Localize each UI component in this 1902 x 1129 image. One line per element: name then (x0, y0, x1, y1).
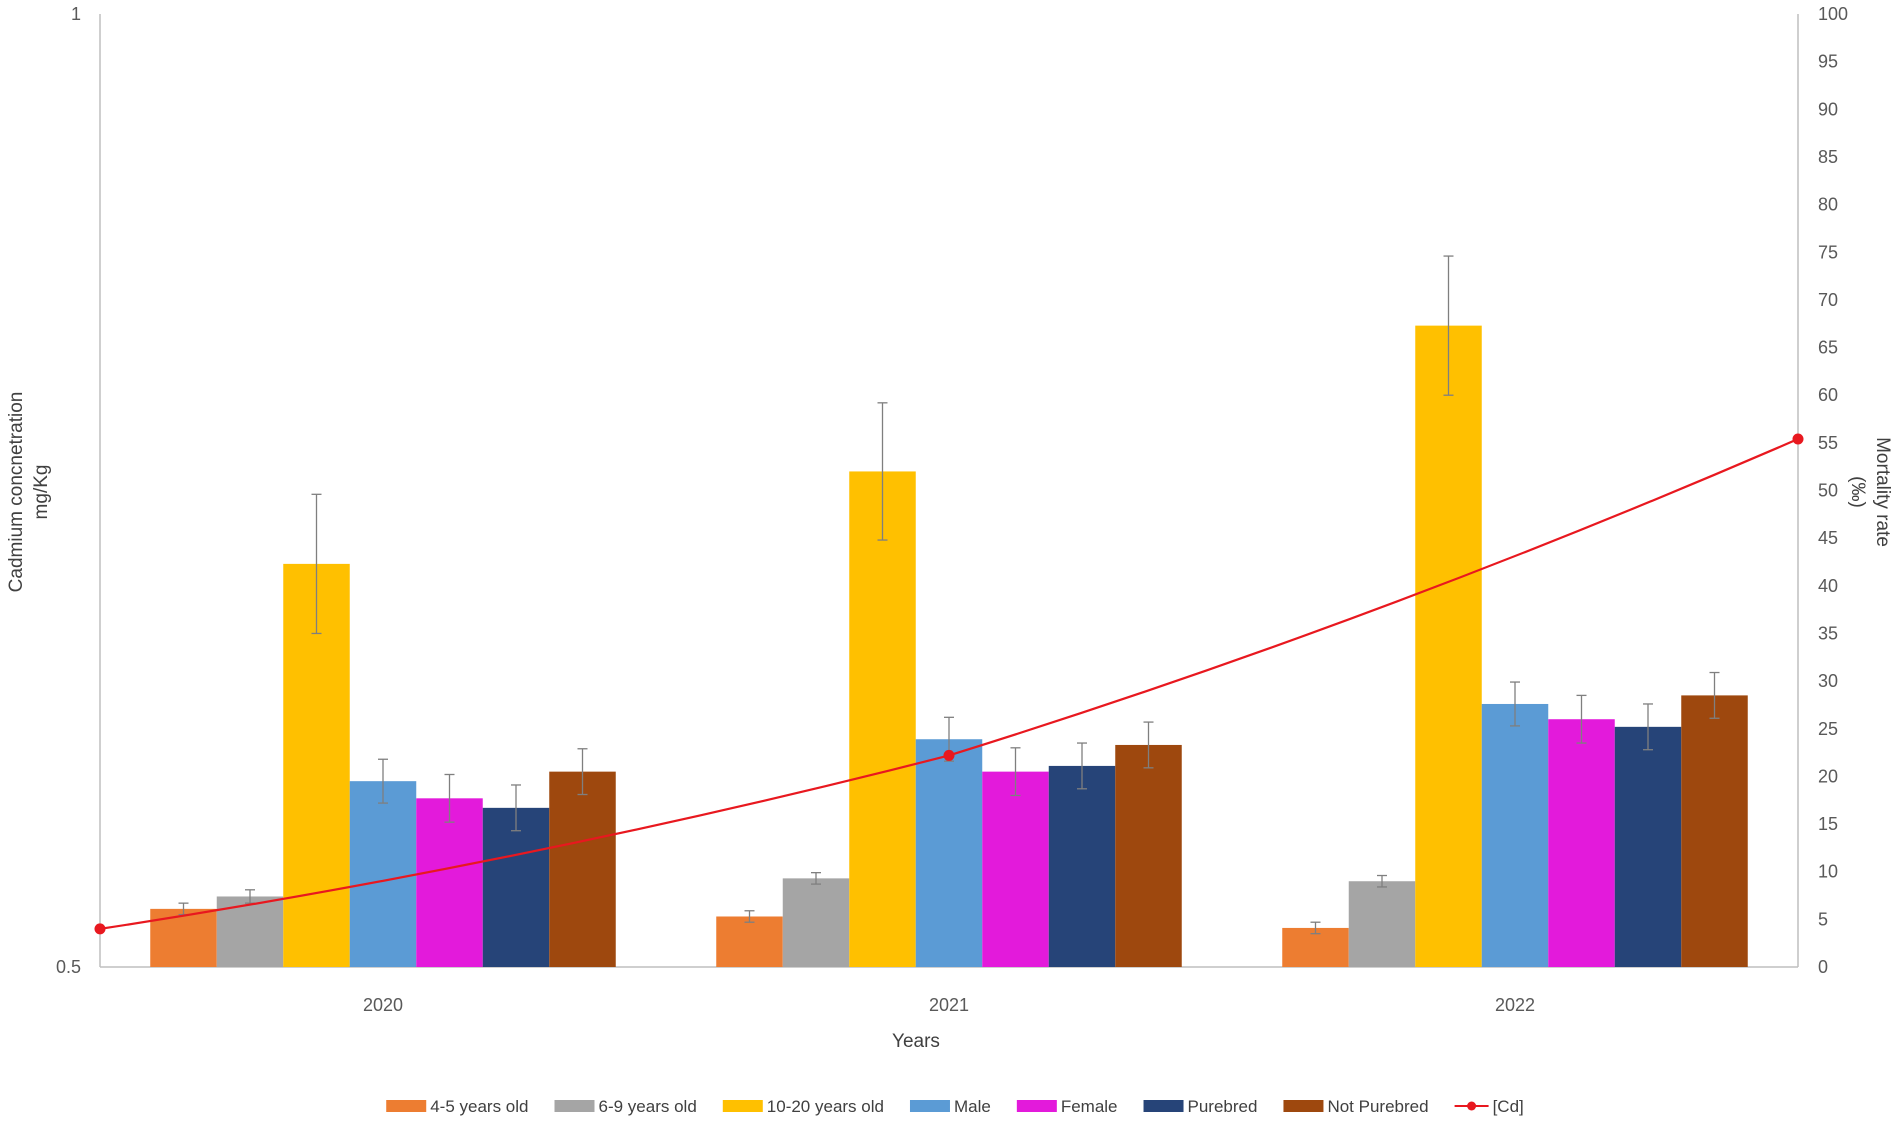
legend-item-cd: [Cd] (1454, 1097, 1524, 1116)
bar-10-20-years-old-2022 (1415, 325, 1482, 968)
right-axis-tick-label: 60 (1818, 385, 1838, 405)
left-axis-tick-label: 0.5 (56, 957, 81, 977)
legend-swatch-marker (1467, 1101, 1477, 1111)
right-axis-tick-label: 100 (1818, 4, 1848, 24)
legend-swatch (1283, 1100, 1324, 1112)
right-axis-tick-label: 90 (1818, 99, 1838, 119)
legend-item-6-9-years-old: 6-9 years old (554, 1097, 697, 1116)
legend-item-female: Female (1016, 1097, 1118, 1116)
right-axis-tick-label: 75 (1818, 242, 1838, 262)
right-axis-tick-label: 85 (1818, 147, 1838, 167)
right-axis-tick-label: 10 (1818, 862, 1838, 882)
right-axis-tick-label: 80 (1818, 195, 1838, 215)
right-axis-tick-label: 95 (1818, 52, 1838, 72)
cd-point (943, 749, 955, 761)
x-axis-tick-label: 2020 (363, 995, 403, 1015)
right-axis-tick-label: 35 (1818, 623, 1838, 643)
legend-label: Female (1061, 1097, 1118, 1116)
right-axis-tick-label: 50 (1818, 481, 1838, 501)
bar-purebred-2022 (1614, 726, 1682, 967)
legend-swatch (1016, 1100, 1057, 1112)
right-axis-tick-label: 40 (1818, 576, 1838, 596)
legend-label: 4-5 years old (430, 1097, 528, 1116)
legend-swatch (909, 1100, 950, 1112)
x-axis-title: Years (892, 1031, 940, 1052)
legend-label: Purebred (1188, 1097, 1258, 1116)
legend-swatch (386, 1100, 427, 1112)
right-axis-tick-label: 65 (1818, 338, 1838, 358)
bar-female-2020 (416, 798, 483, 967)
cd-line-group (94, 433, 1804, 935)
bar-not-purebred-2021 (1115, 744, 1182, 967)
legend-item-male: Male (909, 1097, 991, 1116)
legend-label: Male (954, 1097, 991, 1116)
legend-swatch (722, 1100, 763, 1112)
error-bars-group (178, 255, 1720, 935)
right-axis-title-line2: (‰) (1847, 476, 1868, 508)
legend-item-10-20-years-old: 10-20 years old (722, 1097, 884, 1116)
bar-female-2022 (1548, 719, 1615, 967)
right-axis-tick-label: 0 (1818, 957, 1828, 977)
right-axis-tick-label: 55 (1818, 433, 1838, 453)
legend-item-not-purebred: Not Purebred (1283, 1097, 1429, 1116)
bar-male-2022 (1481, 703, 1549, 967)
right-axis-tick-label: 20 (1818, 766, 1838, 786)
bar-female-2021 (982, 771, 1049, 967)
bar-male-2020 (349, 781, 417, 967)
legend-item-purebred: Purebred (1143, 1097, 1258, 1116)
left-axis-title-line1: Cadmium concnetration (6, 392, 27, 593)
legend: 4-5 years old 6-9 years old 10-20 years ol… (386, 1097, 1524, 1116)
right-axis-tick-label: 15 (1818, 814, 1838, 834)
bar-series-group (150, 325, 1748, 968)
legend-label: 10-20 years old (767, 1097, 884, 1116)
legend-swatch (554, 1100, 595, 1112)
cd-point (94, 923, 106, 935)
legend-label: [Cd] (1493, 1097, 1524, 1116)
left-axis-title-line2: mg/Kg (31, 465, 52, 520)
legend-label: Not Purebred (1327, 1097, 1428, 1116)
legend-label: 6-9 years old (599, 1097, 697, 1116)
right-axis-tick-label: 25 (1818, 719, 1838, 739)
bar-6-9-years-old-2022 (1348, 881, 1416, 967)
x-axis-tick-label: 2022 (1495, 995, 1535, 1015)
bar-4-5-years-old-2021 (716, 916, 783, 967)
bar-10-20-years-old-2021 (849, 471, 916, 967)
right-axis-tick-label: 5 (1818, 909, 1828, 929)
tick-labels-group: 0510152025303540455055606570758085909510… (56, 4, 1848, 1015)
bar-6-9-years-old-2021 (782, 878, 850, 967)
bar-4-5-years-old-2020 (150, 908, 217, 967)
right-axis-tick-label: 70 (1818, 290, 1838, 310)
x-axis-tick-label: 2021 (929, 995, 969, 1015)
bar-male-2021 (915, 739, 983, 967)
bar-not-purebred-2022 (1681, 695, 1748, 967)
left-axis-tick-label: 1 (71, 4, 81, 24)
bar-6-9-years-old-2020 (216, 896, 284, 967)
bar-4-5-years-old-2022 (1282, 927, 1349, 967)
right-axis-tick-label: 30 (1818, 671, 1838, 691)
legend-swatch (1143, 1100, 1184, 1112)
bar-purebred-2021 (1048, 765, 1116, 967)
right-axis-tick-label: 45 (1818, 528, 1838, 548)
bar-purebred-2020 (482, 807, 550, 967)
legend-item-4-5-years-old: 4-5 years old (386, 1097, 529, 1116)
right-axis-title-line1: Mortality rate (1872, 437, 1893, 547)
bar-not-purebred-2020 (549, 771, 616, 967)
cd-point (1792, 433, 1804, 445)
